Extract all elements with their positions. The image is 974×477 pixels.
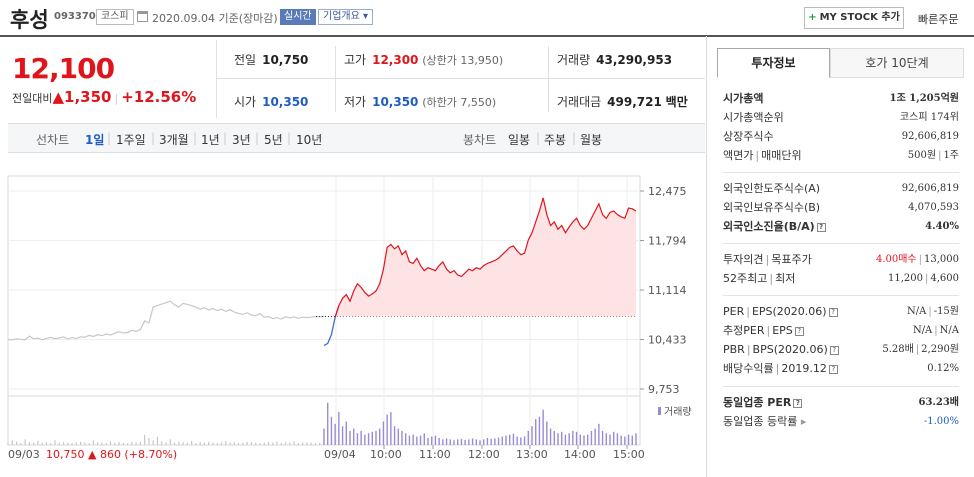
x-tick-label: 12:00 [468,448,500,461]
price-chart[interactable]: 12,475 11,794 11,114 10,433 9,753 거래량 09/03 09/… [0,156,705,477]
row-opinion: 투자의견 | 목표주가 4.00매수 | 13,000 [723,253,959,266]
row-sector-change: 동일업종 등락률 ▸ -1.00% [723,415,959,428]
tab-3y[interactable]: 3년 [232,133,251,147]
row-per: PER | EPS(2020.06)? N/A | -15원 [723,305,959,318]
today-rise-area [324,197,636,317]
y-tick-label: 11,794 [648,235,687,248]
my-stock-add-button[interactable]: + MY STOCK 추가 [804,7,904,29]
row-dividend: 배당수익률 | 2019.12? 0.12% [723,362,959,375]
base-date: 2020.09.04 기준(장마감) [152,12,278,25]
stock-header: 후성 093370 코스피 2020.09.04 기준(장마감) 실시간 기업개… [0,0,974,36]
tab-3m[interactable]: 3개월 [159,133,189,147]
x-tick-label: 13:00 [516,448,548,461]
row-foreign-ratio: 외국인소진율(B/A)? 4.40% [723,220,959,233]
row-sector-per: 동일업종 PER? 63.23배 [723,396,959,409]
help-icon[interactable]: ? [828,307,838,317]
tab-ask-10[interactable]: 호가 10단계 [830,48,964,78]
stock-code: 093370 [54,11,96,22]
help-icon[interactable]: ? [793,398,803,408]
tab-investment-info[interactable]: 투자정보 [717,48,830,78]
quick-order-link[interactable]: 빠른주문 [918,13,959,26]
tab-10y[interactable]: 10년 [296,133,323,147]
divider [548,46,549,112]
help-icon[interactable]: ? [816,222,826,232]
calendar-icon [137,11,148,22]
realtime-button[interactable]: 실시간 [280,9,316,25]
stock-name: 후성 [10,8,49,32]
y-tick-label: 11,114 [648,284,687,297]
line-chart-label: 선차트 [36,133,70,147]
tab-5y[interactable]: 5년 [264,133,283,147]
x-tick-label: 15:00 [613,448,645,461]
prev-day-price-line [7,300,325,341]
row-par-value: 액면가 | 매매단위 500원 | 1주 [723,149,959,162]
chart-period-tabs: 선차트 1일 | 1주일 | 3개월 | 1년 | 3년 | 5년 | 10년 … [8,123,705,153]
plus-icon: + [808,12,817,23]
tab-1d[interactable]: 1일 [85,133,105,147]
help-icon[interactable]: ? [794,326,804,336]
trade-amount: 거래대금 499,721 백만 [557,95,688,109]
tab-1w[interactable]: 1주일 [116,133,146,147]
y-tick-label: 12,475 [648,185,687,198]
row-foreign-hold: 외국인보유주식수(B) 4,070,593 [723,201,959,214]
price-change: 전일대비▲1,350 | +12.56% [12,88,197,106]
tab-1y[interactable]: 1년 [201,133,220,147]
help-icon[interactable]: ? [828,364,838,374]
tab-monthly[interactable]: 월봉 [580,133,603,147]
volume-legend-swatch [658,407,661,415]
prev-close: 전일 10,750 [234,53,309,67]
volume-legend: 거래량 [664,406,692,418]
company-overview-dropdown[interactable]: 기업개요 ▾ [318,9,373,25]
tab-weekly[interactable]: 주봉 [544,133,567,147]
market-badge: 코스피 [96,9,134,25]
x-tick-label: 09/03 [8,448,40,461]
current-price: 12,100 [12,52,115,85]
divider [216,78,705,79]
row-foreign-limit: 외국인한도주식수(A) 92,606,819 [723,182,959,195]
tab-daily[interactable]: 일봉 [508,133,531,147]
x-tick-label: 10:00 [370,448,402,461]
low-price: 저가 10,350 (하한가 7,550) [344,95,497,109]
row-listed-shares: 상장주식수 92,606,819 [723,130,959,143]
prev-day-info: 10,750 ▲ 860 (+8.70%) [46,448,177,461]
high-price: 고가 12,300 (상한가 13,950) [344,53,504,67]
row-est-per: 추정PER | EPS? N/A | N/A [723,324,959,337]
row-market-cap: 시가총액 1조 1,205억원 [723,92,959,105]
y-tick-label: 9,753 [648,383,680,396]
investment-info-panel: 투자정보 호가 10단계 시가총액 1조 1,205억원 시가총액순위 코스피 17… [706,36,974,477]
x-tick-label: 11:00 [419,448,451,461]
volume: 거래량 43,290,953 [557,53,673,67]
x-tick-label: 14:00 [564,448,596,461]
help-icon[interactable]: ? [829,345,839,355]
candle-chart-label: 봉차트 [463,133,497,147]
divider [216,40,217,118]
info-tabs: 투자정보 호가 10단계 [717,48,964,78]
row-52week: 52주최고 | 최저 11,200 | 4,600 [723,272,959,285]
open-price: 시가 10,350 [234,95,309,109]
price-box: 12,100 전일대비▲1,350 | +12.56% [8,40,216,118]
y-tick-label: 10,433 [648,334,687,347]
row-pbr: PBR | BPS(2020.06)? 5.28배 | 2,290원 [723,343,959,356]
x-tick-label: 09/04 [324,448,356,461]
header-divider [0,35,974,37]
today-price-line [334,197,637,318]
row-market-cap-rank: 시가총액순위 코스피 174위 [723,111,959,124]
divider [335,46,336,112]
